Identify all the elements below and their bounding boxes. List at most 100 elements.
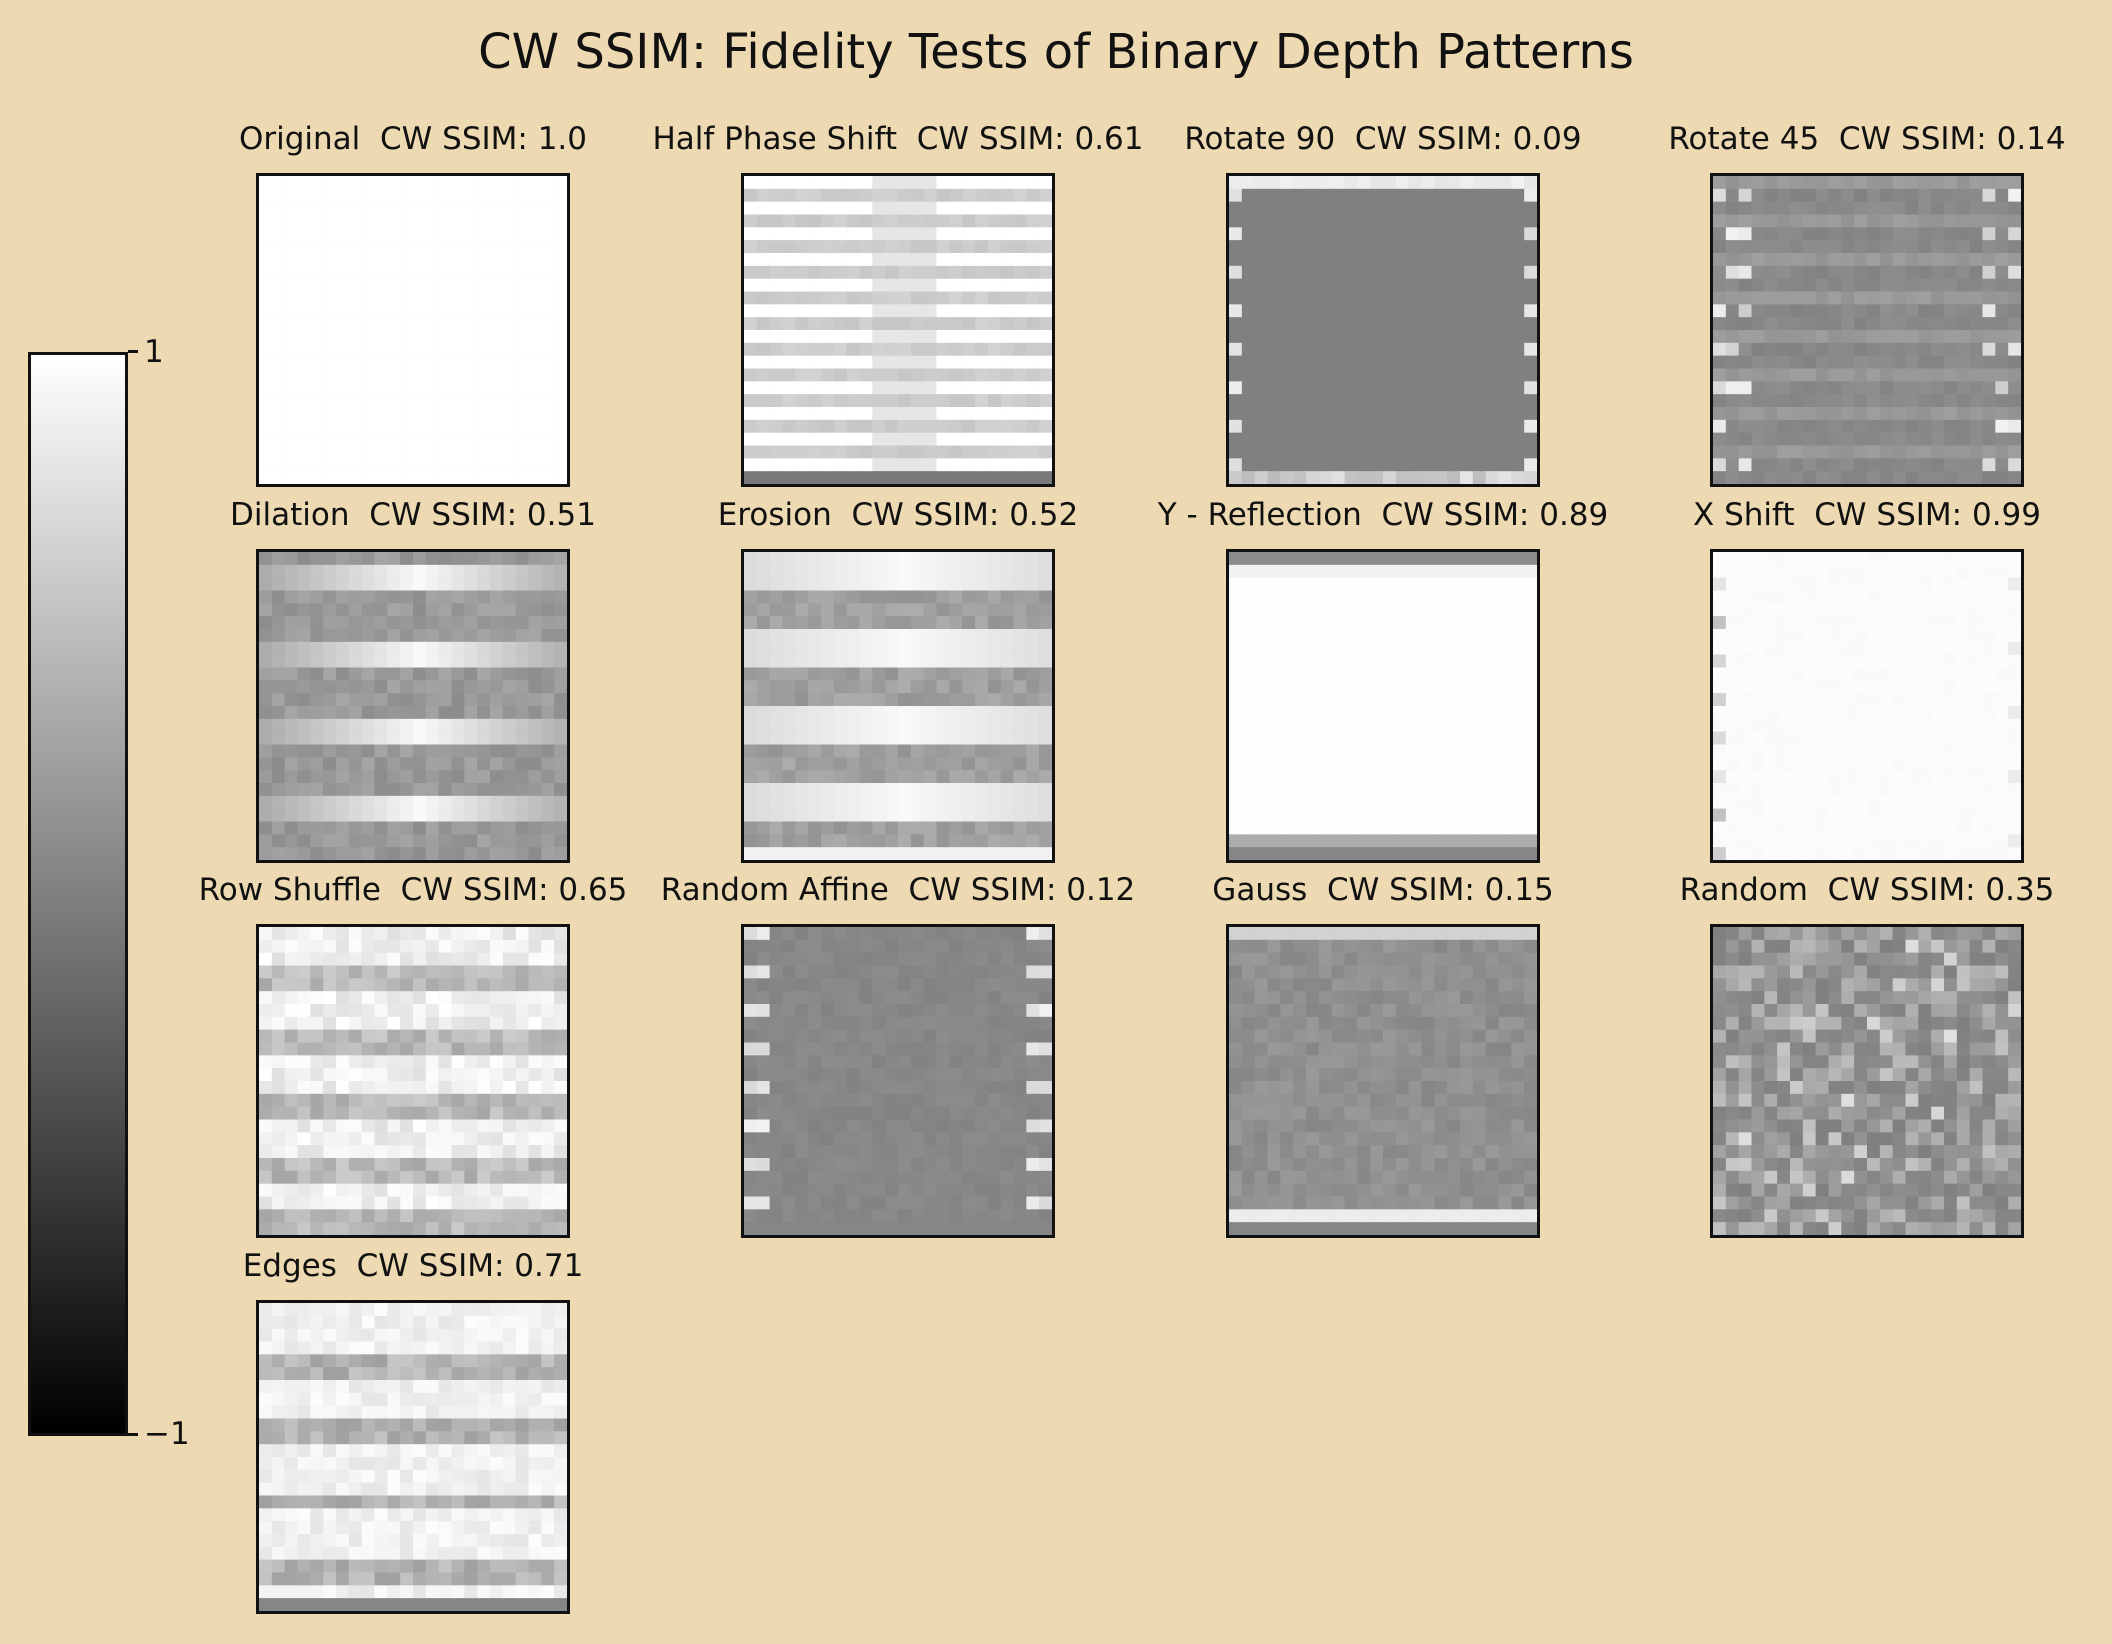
heatmap-cell — [859, 693, 873, 707]
heatmap-cell — [323, 1093, 337, 1107]
heatmap-cell — [1370, 808, 1384, 822]
heatmap-cell — [1357, 847, 1371, 860]
heatmap-cell — [387, 808, 401, 822]
heatmap-cell — [1344, 265, 1358, 279]
heatmap-cell — [923, 176, 937, 190]
heatmap-cell — [1229, 188, 1243, 202]
heatmap-cell — [1280, 304, 1294, 318]
heatmap-cell — [1498, 265, 1512, 279]
heatmap-cell — [1956, 278, 1970, 292]
heatmap-cell — [923, 355, 937, 369]
heatmap-cell — [1472, 757, 1486, 771]
heatmap-cell — [1460, 342, 1474, 356]
heatmap-cell — [528, 394, 542, 408]
heatmap-cell — [413, 381, 427, 395]
heatmap-cell — [1498, 718, 1512, 732]
heatmap-cell — [1395, 808, 1409, 822]
heatmap-cell — [1026, 629, 1040, 643]
heatmap-cell — [1944, 731, 1958, 745]
heatmap-cell — [1306, 667, 1320, 681]
heatmap-cell — [962, 265, 976, 279]
heatmap-cell — [554, 603, 567, 617]
heatmap-cell — [310, 1029, 324, 1043]
heatmap-cell — [1306, 304, 1320, 318]
heatmap-cell — [1944, 278, 1958, 292]
heatmap-cell — [348, 1004, 362, 1018]
heatmap-cell — [1854, 394, 1868, 408]
heatmap-cell — [1511, 667, 1525, 681]
heatmap-cell — [962, 445, 976, 459]
heatmap-cell — [872, 265, 886, 279]
heatmap-cell — [833, 471, 847, 484]
heatmap-cell — [297, 552, 311, 566]
heatmap-cell — [490, 783, 504, 797]
heatmap-cell — [949, 629, 963, 643]
heatmap-cell — [808, 432, 822, 446]
heatmap-cell — [1318, 629, 1332, 643]
heatmap-cell — [400, 1004, 414, 1018]
heatmap-cell — [284, 834, 298, 848]
heatmap-cell — [1460, 227, 1474, 241]
heatmap-cell — [1434, 227, 1448, 241]
heatmap-cell — [451, 1042, 465, 1056]
heatmap-cell — [1241, 394, 1255, 408]
heatmap-cell — [1318, 731, 1332, 745]
heatmap-cell — [846, 757, 860, 771]
heatmap-cell — [975, 342, 989, 356]
heatmap-cell — [361, 176, 375, 190]
heatmap-cell — [756, 718, 770, 732]
heatmap-cell — [1725, 227, 1739, 241]
heatmap-cell — [348, 834, 362, 848]
heatmap-cell — [1969, 253, 1983, 267]
heatmap-cell — [284, 939, 298, 953]
heatmap-cell — [1370, 577, 1384, 591]
heatmap-cell — [769, 693, 783, 707]
heatmap-cell — [1969, 757, 1983, 771]
heatmap-cell — [541, 718, 555, 732]
heatmap-cell — [1738, 240, 1752, 254]
heatmap-cell — [1241, 471, 1255, 484]
heatmap-cell — [284, 821, 298, 835]
heatmap-cell — [1738, 188, 1752, 202]
heatmap-cell — [374, 680, 388, 694]
heatmap-cell — [1956, 654, 1970, 668]
heatmap-cell — [336, 718, 350, 732]
heatmap-cell — [808, 680, 822, 694]
heatmap-cell — [464, 744, 478, 758]
heatmap-cell — [515, 847, 529, 860]
heatmap-cell — [859, 821, 873, 835]
heatmap-panel — [256, 549, 570, 863]
heatmap-cell — [885, 317, 899, 331]
heatmap-cell — [1969, 407, 1983, 421]
heatmap-cell — [1982, 590, 1996, 604]
heatmap-cell — [1524, 214, 1537, 228]
heatmap-cell — [1828, 706, 1842, 720]
heatmap-cell — [1982, 201, 1996, 215]
heatmap-cell — [502, 355, 516, 369]
heatmap-cell — [1370, 718, 1384, 732]
heatmap-cell — [323, 419, 337, 433]
heatmap-cell — [425, 795, 439, 809]
heatmap-cell — [1498, 355, 1512, 369]
heatmap-cell — [336, 1068, 350, 1082]
heatmap-cell — [1013, 278, 1027, 292]
heatmap-cell — [1751, 394, 1765, 408]
heatmap-cell — [400, 432, 414, 446]
heatmap-cell — [833, 552, 847, 566]
heatmap-cell — [1498, 808, 1512, 822]
heatmap-cell — [1944, 667, 1958, 681]
heatmap-cell — [1344, 590, 1358, 604]
heatmap-cell — [1738, 654, 1752, 668]
heatmap-cell — [744, 654, 758, 668]
heatmap-cell — [528, 991, 542, 1005]
heatmap-cell — [387, 471, 401, 484]
heatmap-cell — [1815, 744, 1829, 758]
heatmap-cell — [310, 240, 324, 254]
heatmap-cell — [975, 693, 989, 707]
heatmap-cell — [1713, 667, 1727, 681]
heatmap-cell — [1790, 419, 1804, 433]
heatmap-cell — [1738, 355, 1752, 369]
heatmap-cell — [1905, 744, 1919, 758]
heatmap-cell — [936, 641, 950, 655]
heatmap-cell — [795, 201, 809, 215]
